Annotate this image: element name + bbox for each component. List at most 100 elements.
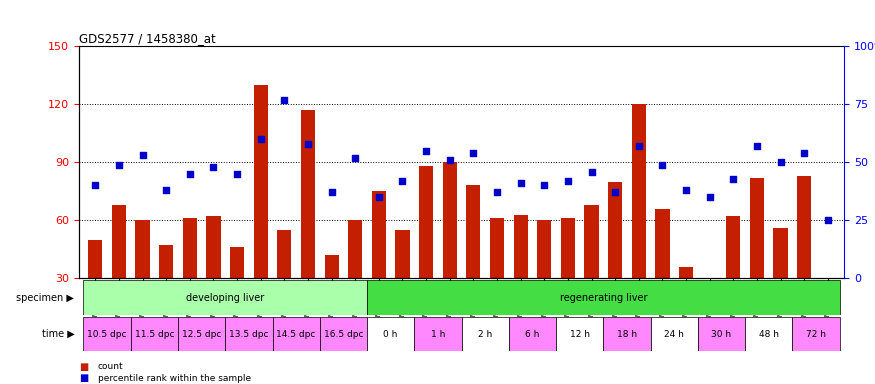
Text: count: count (98, 362, 123, 371)
Bar (319, 317, 367, 351)
Point (325, 189, 339, 195)
Text: 1 h: 1 h (430, 329, 445, 339)
Bar (750, 178, 764, 278)
Bar (230, 247, 244, 278)
Point (608, 189, 622, 195)
Point (584, 169, 598, 175)
Point (419, 147, 433, 154)
Bar (206, 217, 220, 278)
Point (632, 143, 646, 149)
Point (112, 162, 126, 168)
Bar (83, 317, 130, 351)
Bar (651, 317, 698, 351)
Bar (698, 317, 746, 351)
Bar (509, 317, 556, 351)
Bar (301, 110, 315, 278)
Bar (136, 220, 150, 278)
Point (443, 157, 457, 163)
Text: 2 h: 2 h (478, 329, 493, 339)
Text: 11.5 dpc: 11.5 dpc (135, 329, 174, 339)
Point (206, 164, 220, 170)
Text: 72 h: 72 h (806, 329, 826, 339)
Point (396, 178, 410, 184)
Bar (88, 240, 102, 278)
Bar (372, 191, 386, 278)
Bar (537, 220, 551, 278)
Bar (159, 245, 173, 278)
Text: 6 h: 6 h (525, 329, 540, 339)
Text: 13.5 dpc: 13.5 dpc (229, 329, 269, 339)
Point (679, 187, 693, 193)
Point (254, 136, 268, 142)
Text: 10.5 dpc: 10.5 dpc (88, 329, 127, 339)
Bar (632, 104, 646, 278)
Bar (348, 220, 362, 278)
Text: regenerating liver: regenerating liver (560, 293, 648, 303)
Text: 48 h: 48 h (759, 329, 779, 339)
Text: 30 h: 30 h (711, 329, 732, 339)
Bar (277, 230, 291, 278)
Text: 16.5 dpc: 16.5 dpc (324, 329, 363, 339)
Bar (112, 205, 126, 278)
Point (230, 171, 244, 177)
Point (466, 150, 480, 156)
Bar (396, 230, 410, 278)
Bar (178, 317, 225, 351)
Point (88, 182, 102, 189)
Bar (608, 182, 622, 278)
Point (655, 162, 669, 168)
Text: developing liver: developing liver (186, 293, 264, 303)
Point (183, 171, 197, 177)
Point (277, 96, 291, 103)
Bar (367, 317, 414, 351)
Text: 18 h: 18 h (617, 329, 637, 339)
Text: 12.5 dpc: 12.5 dpc (182, 329, 221, 339)
Text: 24 h: 24 h (664, 329, 684, 339)
Point (703, 194, 717, 200)
Bar (325, 255, 339, 278)
Bar (703, 278, 717, 282)
Bar (272, 317, 319, 351)
Bar (254, 85, 268, 278)
Bar (130, 317, 178, 351)
Point (159, 187, 173, 193)
Point (774, 159, 788, 165)
Bar (83, 280, 367, 315)
Bar (183, 218, 197, 278)
Bar (604, 317, 651, 351)
Text: percentile rank within the sample: percentile rank within the sample (98, 374, 251, 383)
Point (537, 182, 551, 189)
Bar (443, 162, 457, 278)
Bar (726, 217, 740, 278)
Text: 12 h: 12 h (570, 329, 590, 339)
Bar (514, 215, 528, 278)
Bar (793, 317, 840, 351)
Bar (556, 317, 604, 351)
Bar (746, 317, 793, 351)
Point (514, 180, 528, 186)
Point (726, 175, 740, 182)
Point (372, 194, 386, 200)
Bar (367, 280, 840, 315)
Bar (225, 317, 272, 351)
Point (301, 141, 315, 147)
Point (797, 150, 811, 156)
Point (348, 154, 362, 161)
Point (561, 178, 575, 184)
Text: 14.5 dpc: 14.5 dpc (276, 329, 316, 339)
Bar (584, 205, 598, 278)
Text: 0 h: 0 h (383, 329, 398, 339)
Bar (797, 176, 811, 278)
Point (750, 143, 764, 149)
Text: time ▶: time ▶ (42, 329, 74, 339)
Text: ■: ■ (79, 362, 88, 372)
Bar (462, 317, 509, 351)
Point (136, 152, 150, 158)
Bar (679, 267, 693, 278)
Bar (774, 228, 788, 278)
Point (490, 189, 504, 195)
Text: GDS2577 / 1458380_at: GDS2577 / 1458380_at (79, 32, 215, 45)
Bar (419, 166, 433, 278)
Bar (561, 218, 575, 278)
Bar (466, 185, 480, 278)
